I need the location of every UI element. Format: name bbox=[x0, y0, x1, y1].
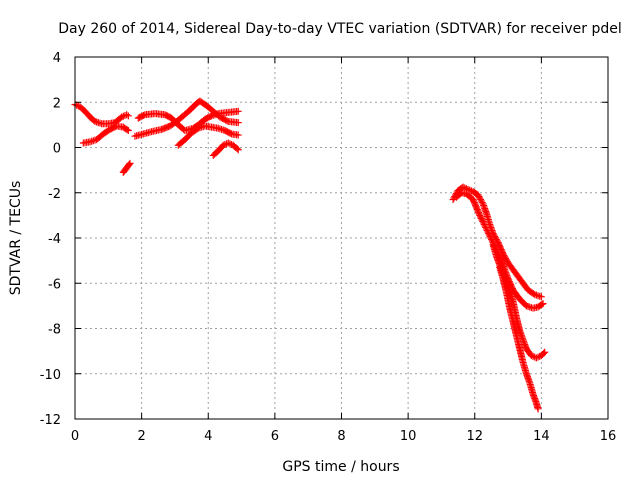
data-point bbox=[541, 348, 549, 356]
data-point bbox=[482, 225, 490, 233]
data-point bbox=[234, 146, 242, 154]
data-point bbox=[123, 111, 131, 119]
data-point bbox=[234, 107, 242, 115]
data-point bbox=[224, 139, 232, 147]
data-point bbox=[480, 220, 488, 228]
data-point bbox=[485, 231, 493, 239]
y-tick-label: 0 bbox=[53, 142, 61, 157]
x-tick-label: 14 bbox=[533, 429, 550, 444]
y-tick-label: 4 bbox=[53, 51, 61, 66]
x-axis-label: GPS time / hours bbox=[282, 459, 399, 475]
data-point bbox=[206, 113, 214, 121]
data-point bbox=[487, 234, 495, 242]
x-tick-label: 0 bbox=[71, 429, 79, 444]
data-point bbox=[529, 352, 537, 360]
data-point bbox=[221, 140, 229, 148]
x-tick-label: 8 bbox=[337, 429, 345, 444]
data-point bbox=[73, 101, 81, 109]
data-point bbox=[477, 196, 485, 204]
data-point bbox=[485, 229, 493, 237]
data-point bbox=[226, 140, 234, 148]
data-point bbox=[476, 194, 484, 202]
data-point bbox=[193, 125, 201, 133]
y-tick-label: -10 bbox=[40, 368, 61, 383]
data-point bbox=[539, 300, 547, 308]
data-point bbox=[126, 159, 134, 167]
y-tick-label: -8 bbox=[48, 323, 61, 338]
y-tick-label: -2 bbox=[48, 187, 61, 202]
data-point bbox=[475, 210, 483, 218]
data-point bbox=[538, 300, 546, 308]
x-tick-label: 12 bbox=[466, 429, 483, 444]
data-point bbox=[479, 219, 487, 227]
x-tick-label: 2 bbox=[137, 429, 145, 444]
y-axis-label: SDTVAR / TECUs bbox=[8, 181, 24, 296]
x-tick-label: 6 bbox=[271, 429, 279, 444]
data-point bbox=[486, 232, 494, 240]
data-point bbox=[140, 111, 148, 119]
data-point bbox=[477, 214, 485, 222]
data-point bbox=[234, 131, 242, 139]
data-point bbox=[478, 199, 486, 207]
data-point bbox=[475, 193, 483, 201]
data-point bbox=[483, 226, 491, 234]
axis-ticks: 0 2 4 6 8 10 12 14 16 -12 -10 -8 -6 -4 -2 0 2 4 bbox=[40, 51, 617, 444]
y-tick-label: -6 bbox=[48, 277, 61, 292]
data-point bbox=[226, 129, 234, 137]
y-tick-label: -12 bbox=[40, 413, 61, 428]
x-tick-label: 16 bbox=[600, 429, 617, 444]
x-tick-label: 10 bbox=[400, 429, 417, 444]
data-point bbox=[233, 145, 241, 153]
chart-title: Day 260 of 2014, Sidereal Day-to-day VTE… bbox=[58, 21, 622, 37]
data-point bbox=[123, 126, 131, 134]
data-point bbox=[477, 197, 485, 205]
data-points bbox=[71, 97, 549, 413]
data-point bbox=[476, 211, 484, 219]
data-point bbox=[482, 223, 490, 231]
data-point bbox=[532, 354, 540, 362]
data-point bbox=[540, 349, 548, 357]
data-point bbox=[479, 217, 487, 225]
y-tick-label: -4 bbox=[48, 232, 61, 247]
data-point bbox=[529, 290, 537, 298]
data-point bbox=[124, 127, 132, 135]
data-point bbox=[234, 119, 242, 127]
data-point bbox=[124, 112, 132, 120]
data-point bbox=[476, 213, 484, 221]
data-point bbox=[534, 353, 542, 361]
x-tick-label: 4 bbox=[204, 429, 212, 444]
data-point bbox=[527, 352, 535, 360]
data-point bbox=[466, 186, 474, 194]
data-point bbox=[125, 160, 133, 168]
data-point bbox=[484, 228, 492, 236]
y-tick-label: 2 bbox=[53, 96, 61, 111]
data-point bbox=[459, 183, 467, 191]
data-point bbox=[474, 191, 482, 199]
data-point bbox=[537, 293, 545, 301]
data-point bbox=[481, 222, 489, 230]
data-point bbox=[488, 236, 496, 244]
data-point bbox=[223, 117, 231, 125]
data-point bbox=[534, 405, 542, 413]
data-point bbox=[219, 141, 227, 149]
data-point bbox=[118, 113, 126, 121]
data-point bbox=[478, 216, 486, 224]
